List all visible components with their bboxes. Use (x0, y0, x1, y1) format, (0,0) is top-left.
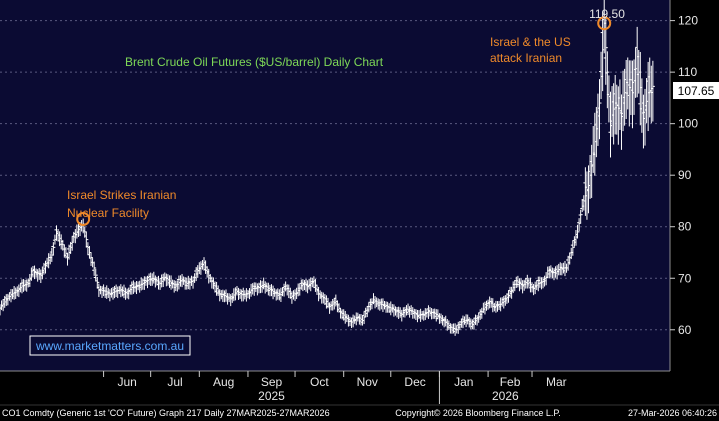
footer-timestamp: 27-Mar-2026 06:40:26 (628, 408, 717, 418)
watermark: www.marketmatters.com.au (29, 335, 191, 356)
watermark-border (29, 335, 191, 356)
last-price-value: 107.65 (678, 84, 715, 98)
price-bar (87, 245, 92, 259)
plot-area (0, 0, 670, 371)
y-tick-label-60: 60 (678, 323, 692, 337)
price-bar (51, 242, 56, 256)
event-markers (76, 16, 612, 226)
annotation-israel-strikes-line1: Israel Strikes Iranian (67, 188, 176, 202)
annotation-israel-strikes-line2: Nuclear Facility (67, 206, 149, 220)
gridlines (0, 20, 670, 331)
x-tick-label-jun: Jun (117, 375, 136, 389)
y-tick-label-90: 90 (678, 168, 692, 182)
y-tick-label-80: 80 (678, 220, 692, 234)
y-tick-label-110: 110 (678, 65, 697, 79)
x-tick-label-jan: Jan (454, 375, 473, 389)
price-bar (597, 79, 602, 140)
price-bar (84, 231, 89, 248)
x-tick-label-jul: Jul (167, 375, 182, 389)
x-tick-label-aug: Aug (213, 375, 234, 389)
x-tick-label-sep: Sep (261, 375, 283, 389)
price-bar (95, 276, 100, 289)
price-bar (92, 261, 97, 276)
event-marker-circle-2 (597, 16, 612, 31)
price-bar (575, 224, 580, 239)
last-price-box (673, 82, 719, 99)
watermark-text: www.marketmatters.com.au (35, 339, 184, 353)
x-tick-label-feb: Feb (500, 375, 521, 389)
price-series (0, 0, 655, 336)
price-bar (313, 278, 318, 292)
x-tick-label-mar: Mar (546, 375, 567, 389)
chart-title: Brent Crude Oil Futures ($US/barrel) Dai… (125, 55, 384, 69)
annotation-us-attack-line1: Israel & the US (490, 35, 571, 49)
price-bar (570, 240, 575, 256)
y-axis-panel (670, 0, 719, 371)
x-tick-label-nov: Nov (357, 375, 378, 389)
price-bar (578, 209, 583, 224)
price-bar (70, 236, 75, 251)
footer-security: CO1 Comdty (Generic 1st 'CO' Future) Gra… (2, 408, 330, 418)
price-bar (89, 252, 94, 266)
x-tick-label-oct: Oct (310, 375, 329, 389)
price-bar (605, 51, 610, 109)
y-tick-label-100: 100 (678, 117, 698, 131)
event-marker-circle-1 (76, 211, 91, 226)
year-label-2025: 2025 (258, 389, 285, 403)
last-price-tag: 107.65 (673, 82, 719, 99)
price-bar (650, 60, 655, 122)
footer-copyright: Copyright© 2026 Bloomberg Finance L.P. (395, 408, 561, 418)
y-tick-label-70: 70 (678, 271, 692, 285)
y-axis-ticks: 60 70 80 90 100 110 120 (670, 14, 698, 337)
peak-price-label: 119.50 (589, 7, 625, 21)
y-tick-label-120: 120 (678, 14, 698, 28)
x-axis-panel (0, 371, 719, 421)
price-bar (93, 268, 98, 282)
x-axis-ticks: Jun Jul Aug Sep Oct Nov Dec Jan Feb Mar 2025 2026 (103, 371, 567, 404)
annotation-us-attack-line2: attack Iranian (490, 51, 562, 65)
year-label-2026: 2026 (492, 389, 519, 403)
x-tick-label-dec: Dec (404, 375, 425, 389)
